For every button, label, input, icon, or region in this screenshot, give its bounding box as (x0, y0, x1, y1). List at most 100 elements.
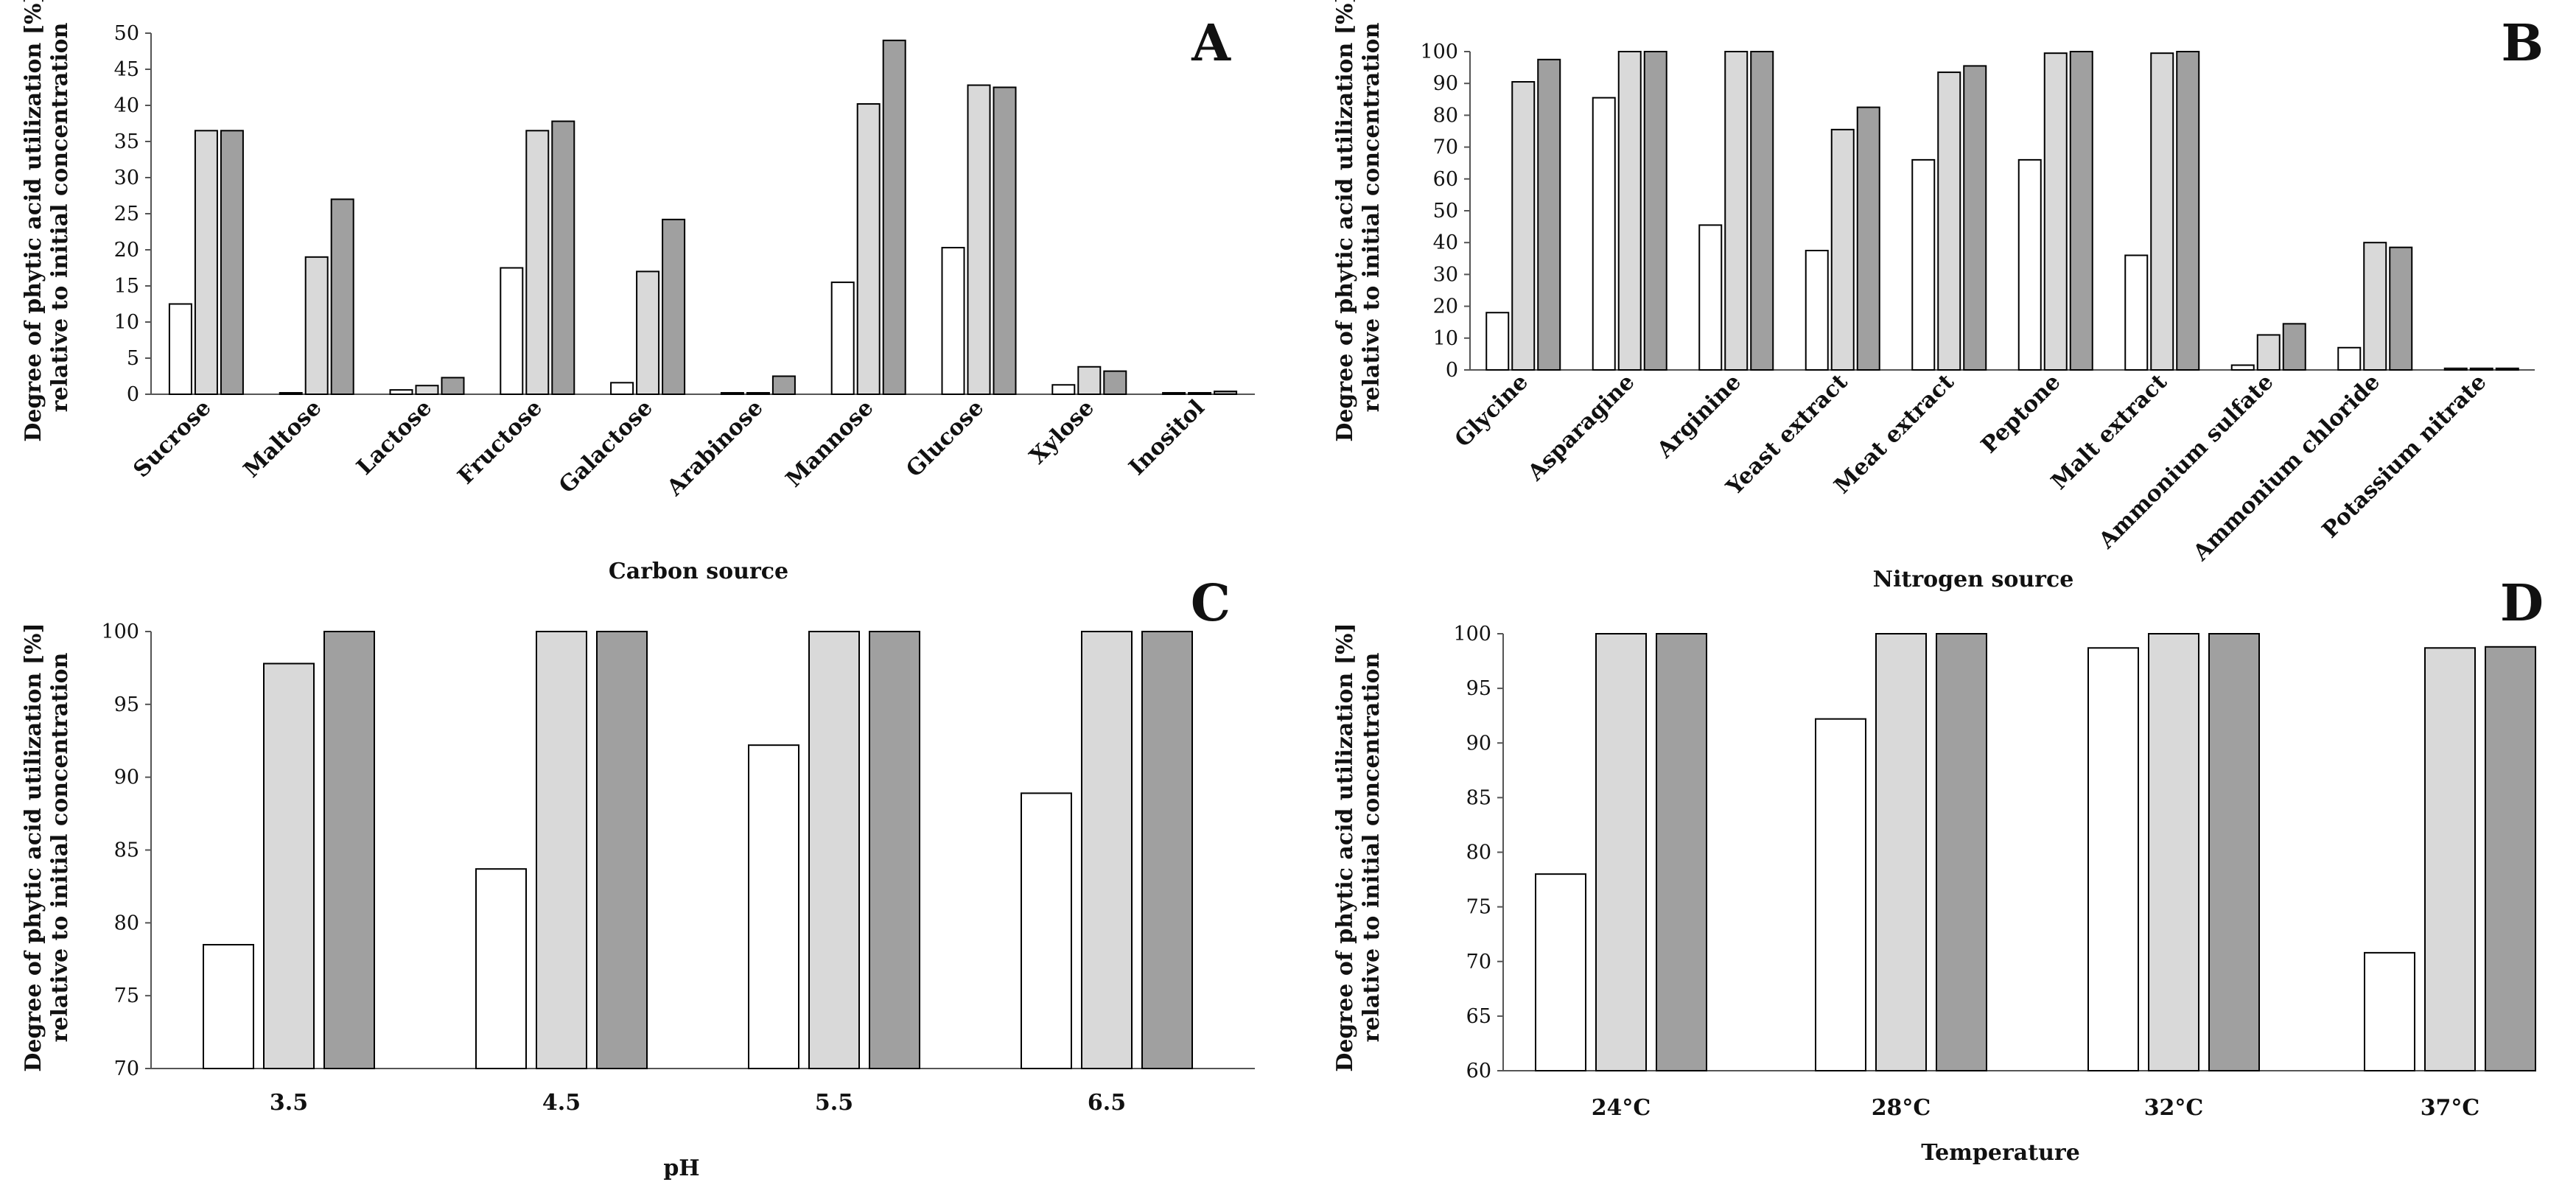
bar-d-2-s1 (2087, 647, 2139, 1071)
bar-b-8-s2 (2363, 242, 2387, 371)
y-tick-label: 100 (1420, 41, 1458, 63)
bar-b-1-s3 (1643, 51, 1667, 371)
y-tick-label: 100 (101, 620, 139, 643)
bar-a-7-s2 (967, 84, 991, 395)
bar-c-0-s1 (203, 943, 254, 1069)
bar-b-8-s1 (2337, 346, 2362, 371)
bar-d-0-s3 (1656, 633, 1707, 1071)
bar-b-6-s3 (2176, 51, 2200, 371)
x-axis-title: Carbon source (609, 559, 788, 584)
y-tick-label: 65 (1466, 1005, 1491, 1028)
bar-b-5-s2 (2043, 52, 2068, 371)
y-axis-title: Degree of phytic acid utilization [%]rel… (21, 0, 73, 442)
x-tick-label: Ammonium sulfate (2093, 369, 2278, 554)
y-tick-label: 90 (1466, 732, 1491, 755)
y-tick-label: 5 (127, 347, 139, 370)
bar-a-5-s1 (720, 392, 744, 395)
bar-a-6-s3 (882, 39, 906, 396)
bar-b-4-s3 (1963, 65, 1987, 371)
bar-b-3-s2 (1830, 128, 1855, 371)
bar-a-0-s1 (168, 303, 192, 395)
bar-a-3-s3 (551, 120, 575, 395)
bar-a-7-s3 (993, 86, 1017, 395)
x-tick-label: 32°C (2144, 1095, 2204, 1121)
y-tick-label: 90 (114, 766, 139, 789)
bar-a-6-s2 (856, 103, 881, 395)
bar-a-3-s2 (525, 130, 550, 396)
x-tick-label: 3.5 (270, 1090, 308, 1116)
bar-a-8-s3 (1103, 370, 1127, 396)
bar-a-2-s1 (389, 389, 413, 395)
bar-d-2-s2 (2148, 633, 2199, 1071)
y-tick-label: 70 (114, 1057, 139, 1080)
x-tick-label: Arabinose (662, 395, 769, 502)
y-tick-label: 0 (1446, 359, 1458, 382)
y-tick-label: 50 (114, 22, 139, 45)
bar-c-0-s2 (263, 662, 315, 1069)
bar-a-0-s3 (220, 130, 244, 396)
bar-a-6-s1 (830, 281, 855, 395)
bar-b-5-s3 (2069, 51, 2093, 371)
y-tick-label: 50 (1433, 200, 1458, 223)
y-tick-label: 10 (1433, 327, 1458, 350)
panel-letter: B (2502, 14, 2544, 73)
x-tick-label: Arginine (1652, 369, 1746, 464)
bar-c-3-s3 (1141, 631, 1193, 1069)
x-tick-label: Inositol (1124, 395, 1210, 480)
y-axis-title-line: relative to initial concentration (1359, 22, 1385, 412)
panel-letter: A (1191, 14, 1231, 73)
bar-d-3-s2 (2424, 647, 2476, 1071)
bar-d-1-s1 (1815, 718, 1866, 1071)
bar-d-0-s1 (1535, 873, 1586, 1072)
y-tick-label: 85 (114, 839, 139, 862)
bar-a-5-s3 (771, 375, 796, 395)
panel-letter: D (2500, 574, 2544, 633)
panel-letter: C (1191, 574, 1231, 633)
y-tick-label: 20 (114, 239, 139, 262)
y-tick-label: 15 (114, 275, 139, 298)
y-axis-title-line: relative to initial concentration (47, 652, 73, 1042)
y-tick-label: 95 (1466, 677, 1491, 700)
y-tick-label: 0 (127, 383, 139, 406)
x-tick-label: Xylose (1025, 395, 1099, 469)
x-tick-label: Asparagine (1522, 369, 1639, 486)
bar-c-2-s2 (808, 631, 860, 1069)
bar-a-7-s1 (941, 247, 965, 395)
y-tick-label: 80 (114, 912, 139, 934)
bar-c-2-s3 (869, 631, 920, 1069)
y-axis-title-line: Degree of phytic acid utilization [%] (21, 0, 46, 442)
bar-a-5-s2 (746, 392, 770, 395)
x-tick-label: 37°C (2421, 1095, 2480, 1121)
bar-d-1-s3 (1936, 633, 1987, 1071)
bar-a-9-s2 (1188, 392, 1212, 395)
x-tick-label: 6.5 (1088, 1090, 1126, 1116)
y-tick-label: 60 (1466, 1060, 1491, 1083)
bar-c-2-s1 (748, 744, 799, 1069)
bar-a-0-s2 (194, 130, 218, 396)
x-tick-label: Peptone (1976, 369, 2065, 458)
x-tick-label: 4.5 (542, 1090, 581, 1116)
bar-a-1-s2 (304, 256, 329, 395)
bar-b-9-s2 (2469, 367, 2493, 371)
y-tick-label: 20 (1433, 296, 1458, 318)
y-tick-label: 80 (1433, 104, 1458, 127)
bar-b-9-s3 (2495, 367, 2519, 371)
x-tick-label: Galactose (554, 395, 658, 499)
x-tick-label: Fructose (453, 395, 547, 489)
y-axis-title-line: Degree of phytic acid utilization [%] (21, 623, 46, 1071)
y-tick-label: 40 (1433, 231, 1458, 254)
bar-c-0-s3 (323, 631, 375, 1069)
bar-b-2-s1 (1698, 224, 1723, 371)
y-tick-label: 85 (1466, 786, 1491, 809)
bar-b-1-s1 (1592, 97, 1616, 371)
bar-b-6-s2 (2150, 52, 2174, 371)
bar-c-3-s2 (1081, 631, 1133, 1069)
y-axis-title: Degree of phytic acid utilization [%]rel… (1332, 623, 1385, 1071)
y-tick-label: 70 (1433, 136, 1458, 159)
x-tick-label: 5.5 (815, 1090, 853, 1116)
y-tick-label: 100 (1453, 623, 1491, 646)
bar-d-2-s3 (2208, 633, 2260, 1071)
bar-b-6-s1 (2124, 254, 2149, 371)
y-tick-label: 25 (114, 203, 139, 225)
